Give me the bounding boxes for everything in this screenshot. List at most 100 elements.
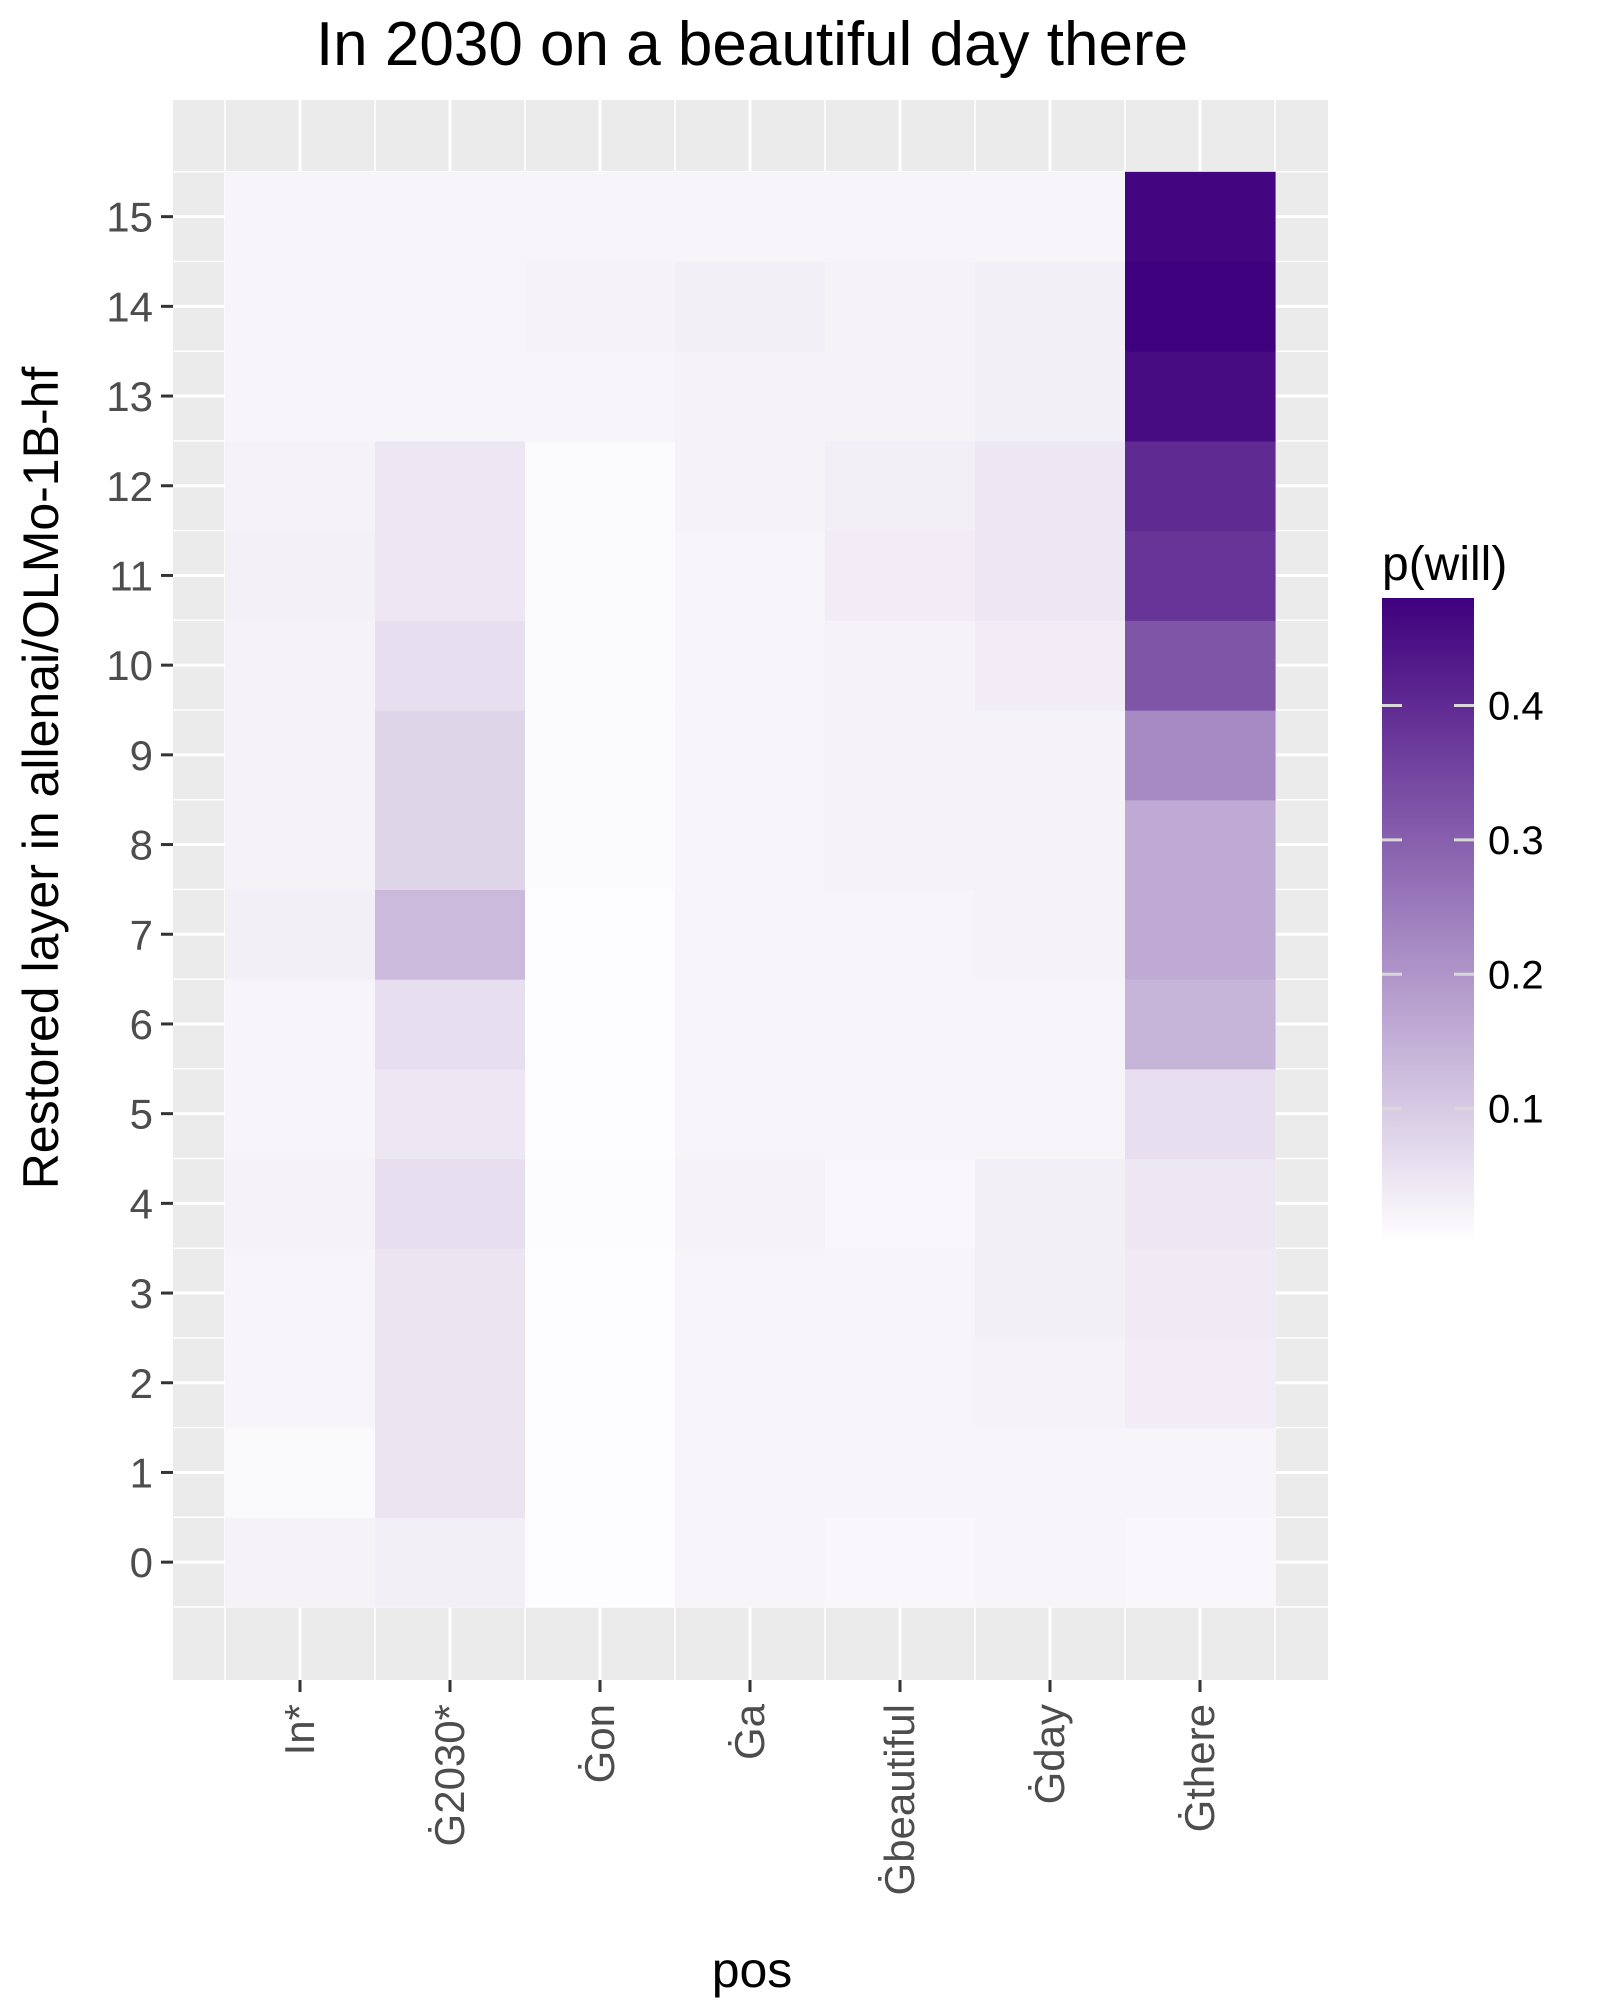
y-tick-label: 0 (130, 1539, 153, 1586)
heatmap-cell (225, 1068, 376, 1160)
heatmap-cell (975, 261, 1126, 352)
heatmap-cell (225, 799, 376, 890)
heatmap-cell (1125, 1068, 1276, 1160)
heatmap-cell (375, 799, 526, 890)
heatmap-cell (975, 440, 1126, 532)
heatmap-cell (675, 530, 826, 621)
heatmap-cell (1125, 1337, 1276, 1429)
heatmap-cell (1125, 171, 1276, 263)
heatmap-cell (675, 261, 826, 352)
heatmap-cell (225, 261, 376, 352)
heatmap-cell (675, 710, 826, 801)
heatmap-cell (375, 710, 526, 801)
heatmap-cell (675, 620, 826, 711)
heatmap-cell (375, 261, 526, 352)
heatmap-cell (675, 1158, 826, 1249)
heatmap-cell (525, 889, 676, 980)
heatmap-cell (975, 351, 1126, 442)
heatmap-cell (975, 1427, 1126, 1518)
heatmap-cell (375, 1068, 526, 1160)
heatmap-cell (675, 799, 826, 890)
heatmap-cell (375, 351, 526, 442)
heatmap-cell (525, 530, 676, 621)
y-tick-label: 5 (130, 1091, 153, 1138)
heatmap-cell (525, 979, 676, 1070)
y-tick-label: 2 (130, 1360, 153, 1407)
x-axis: In* Ġ2030* Ġon Ġa Ġbeautiful Ġday Ġthere (276, 1680, 1223, 1895)
chart-title: In 2030 on a beautiful day there (316, 10, 1188, 79)
heatmap-cell (675, 979, 826, 1070)
heatmap-cell (675, 1068, 826, 1160)
heatmap-cell (1125, 620, 1276, 711)
heatmap-cell (1125, 889, 1276, 980)
heatmap-cell (975, 530, 1126, 621)
heatmap-cell (675, 1517, 826, 1608)
heatmap-cell (825, 351, 976, 442)
heatmap-cell (525, 710, 676, 801)
x-tick-label: Ġthere (1176, 1704, 1223, 1832)
heatmap-cell (225, 710, 376, 801)
heatmap-cell (225, 1337, 376, 1429)
heatmap-cell (525, 171, 676, 263)
heatmap-cell (975, 979, 1126, 1070)
heatmap-cell (1125, 1248, 1276, 1339)
heatmap-cell (975, 1068, 1126, 1160)
heatmap-cell (1125, 351, 1276, 442)
heatmap-cell (825, 261, 976, 352)
heatmap-cell (525, 1158, 676, 1249)
y-tick-label: 12 (106, 463, 153, 510)
heatmap-cell (825, 1337, 976, 1429)
heatmap-cell (975, 171, 1126, 263)
y-tick-label: 8 (130, 822, 153, 869)
heatmap-cell (675, 171, 826, 263)
heatmap-cell (1125, 1427, 1276, 1518)
heatmap-cell (825, 440, 976, 532)
heatmap-cell (1125, 440, 1276, 532)
heatmap-cell (225, 1158, 376, 1249)
heatmap-cell (825, 889, 976, 980)
legend-tick-label: 0.3 (1488, 819, 1544, 863)
heatmap-cell (525, 799, 676, 890)
heatmap-cell (1125, 261, 1276, 352)
heatmap-cell (225, 530, 376, 621)
heatmap-cell (225, 171, 376, 263)
heatmap-cell (675, 351, 826, 442)
y-tick-label: 1 (130, 1449, 153, 1496)
y-tick-label: 6 (130, 1001, 153, 1048)
heatmap-cell (525, 1068, 676, 1160)
heatmap-cell (375, 1337, 526, 1429)
legend-colorbar (1382, 598, 1474, 1243)
heatmap-cell (525, 440, 676, 532)
heatmap-cell (825, 171, 976, 263)
y-tick-label: 14 (106, 283, 153, 330)
heatmap-cell (825, 1248, 976, 1339)
y-tick-label: 3 (130, 1270, 153, 1317)
heatmap-cell (375, 171, 526, 263)
legend-tick-label: 0.4 (1488, 685, 1544, 729)
y-tick-label: 15 (106, 194, 153, 241)
heatmap-cell (975, 1337, 1126, 1429)
heatmap-cell (975, 1517, 1126, 1608)
heatmap-cell (975, 620, 1126, 711)
y-tick-label: 7 (130, 911, 153, 958)
heatmap-cell (525, 620, 676, 711)
heatmap-cell (375, 979, 526, 1070)
heatmap-cell (975, 1158, 1126, 1249)
heatmap-cell (375, 1248, 526, 1339)
heatmap-cell (825, 1427, 976, 1518)
heatmap-cell (825, 1068, 976, 1160)
heatmap-cell (525, 351, 676, 442)
heatmap-cell (375, 1517, 526, 1608)
legend-tick-label: 0.1 (1488, 1088, 1544, 1132)
legend-ticks: 0.1 0.2 0.3 0.4 (1382, 685, 1544, 1132)
heatmap-cell (1125, 1517, 1276, 1608)
x-tick-label: In* (276, 1704, 323, 1755)
heatmap-cell (375, 620, 526, 711)
x-tick-label: Ġbeautiful (876, 1704, 923, 1895)
y-tick-label: 13 (106, 373, 153, 420)
legend-tick-label: 0.2 (1488, 953, 1544, 997)
heatmap-cell (675, 1427, 826, 1518)
heatmap-cells (225, 171, 1276, 1608)
heatmap-cell (225, 351, 376, 442)
